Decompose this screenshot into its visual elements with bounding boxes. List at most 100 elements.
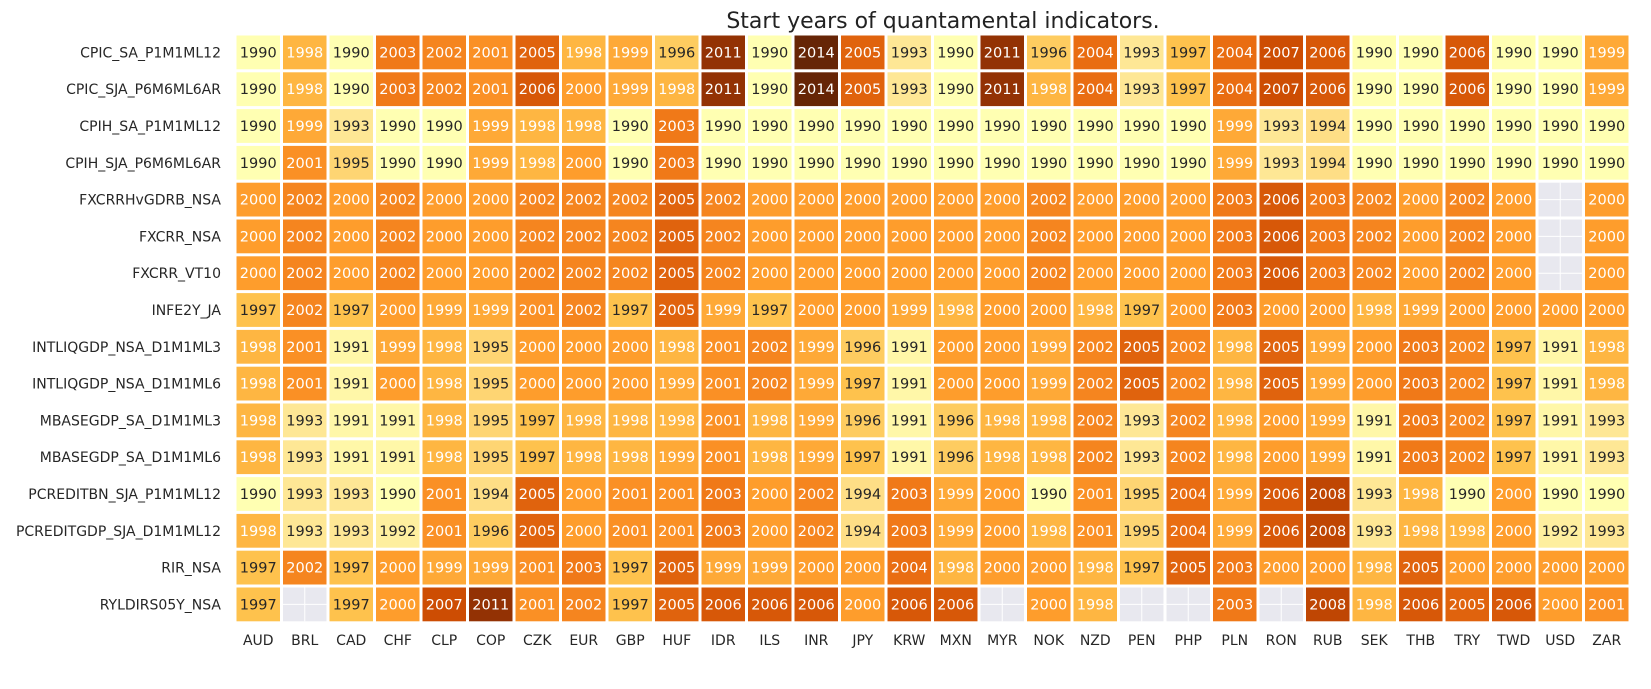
heatmap-cell xyxy=(1120,256,1164,291)
cell-value: 1998 xyxy=(565,119,602,135)
cell-value: 1999 xyxy=(705,303,742,319)
heatmap-cell xyxy=(841,513,885,548)
column-label: ILS xyxy=(759,633,780,649)
heatmap-cell xyxy=(1585,219,1629,254)
heatmap-cell xyxy=(748,219,792,254)
heatmap-cell xyxy=(283,35,327,70)
heatmap-cell xyxy=(1399,366,1443,401)
heatmap-cell xyxy=(608,145,652,180)
cell-value: 2002 xyxy=(1077,413,1114,429)
heatmap-cell xyxy=(1073,109,1117,143)
heatmap-cell xyxy=(1585,35,1629,70)
heatmap-cell xyxy=(655,587,699,622)
cell-value: 2002 xyxy=(519,229,556,245)
heatmap-cell xyxy=(562,109,606,143)
heatmap-cell xyxy=(283,440,327,475)
heatmap-cell xyxy=(283,72,327,107)
cell-value: 1990 xyxy=(1030,156,1067,172)
cell-value: 2011 xyxy=(472,597,509,613)
cell-value: 2000 xyxy=(1356,340,1393,356)
heatmap-cell xyxy=(515,329,559,364)
heatmap-cell xyxy=(1306,72,1350,107)
heatmap-cell xyxy=(655,477,699,511)
cell-value: 2000 xyxy=(1495,229,1532,245)
heatmap-cell xyxy=(236,35,280,70)
cell-value: 2002 xyxy=(1449,413,1486,429)
heatmap-cell xyxy=(469,513,513,548)
heatmap-cell xyxy=(1352,477,1396,511)
cell-value: 1999 xyxy=(426,561,463,577)
cell-value: 2006 xyxy=(1263,266,1300,282)
heatmap-cell xyxy=(748,145,792,180)
heatmap-cell xyxy=(329,513,373,548)
cell-value: 2005 xyxy=(519,524,556,540)
cell-value: 1998 xyxy=(612,413,649,429)
cell-value: 2006 xyxy=(1402,597,1439,613)
cell-value: 1990 xyxy=(1542,119,1579,135)
cell-value: 2004 xyxy=(1170,524,1207,540)
heatmap-cell xyxy=(283,403,327,438)
cell-value: 1998 xyxy=(751,413,788,429)
heatmap-cell xyxy=(236,72,280,107)
cell-value: 1997 xyxy=(1170,82,1207,98)
cell-value: 1999 xyxy=(1030,377,1067,393)
heatmap-cell xyxy=(980,403,1024,438)
cell-value: 2000 xyxy=(1030,597,1067,613)
heatmap-cell xyxy=(1120,145,1164,180)
heatmap-cell xyxy=(608,550,652,585)
cell-value: 2002 xyxy=(705,229,742,245)
cell-value: 1990 xyxy=(379,119,416,135)
cell-value: 2000 xyxy=(1123,229,1160,245)
cell-value: 2000 xyxy=(1402,193,1439,209)
heatmap-cell xyxy=(329,145,373,180)
heatmap-cell xyxy=(1120,109,1164,143)
cell-value: 2000 xyxy=(937,377,974,393)
cell-value: 1990 xyxy=(379,156,416,172)
cell-value: 1990 xyxy=(379,487,416,503)
heatmap-cell xyxy=(608,513,652,548)
heatmap-cell xyxy=(748,329,792,364)
cell-value: 2000 xyxy=(1170,193,1207,209)
cell-value: 1997 xyxy=(1495,450,1532,466)
heatmap-cell xyxy=(236,182,280,217)
heatmap-cell xyxy=(376,587,420,622)
heatmap-cell xyxy=(841,145,885,180)
heatmap-cell xyxy=(1213,587,1257,622)
heatmap-cell xyxy=(1352,513,1396,548)
cell-value: 2000 xyxy=(472,266,509,282)
cell-value: 2000 xyxy=(1170,303,1207,319)
heatmap-cell xyxy=(469,72,513,107)
heatmap-cell xyxy=(1120,403,1164,438)
heatmap-cell-missing xyxy=(1259,587,1303,622)
heatmap-cell xyxy=(1492,72,1536,107)
heatmap-cell xyxy=(1399,145,1443,180)
heatmap-cell xyxy=(701,366,745,401)
heatmap-cell xyxy=(1585,293,1629,327)
cell-value: 2000 xyxy=(984,193,1021,209)
heatmap-cell xyxy=(1352,293,1396,327)
heatmap-cell xyxy=(1213,219,1257,254)
heatmap-cell xyxy=(1492,293,1536,327)
cell-value: 2001 xyxy=(658,487,695,503)
cell-value: 1991 xyxy=(379,450,416,466)
cell-value: 2006 xyxy=(1449,45,1486,61)
cell-value: 1999 xyxy=(798,450,835,466)
heatmap-cell xyxy=(1259,293,1303,327)
heatmap-cell xyxy=(1399,403,1443,438)
cell-value: 2002 xyxy=(1449,450,1486,466)
cell-value: 2001 xyxy=(612,487,649,503)
heatmap-cell xyxy=(376,72,420,107)
cell-value: 2000 xyxy=(844,561,881,577)
cell-value: 2006 xyxy=(891,597,928,613)
cell-value: 2000 xyxy=(379,303,416,319)
cell-value: 1997 xyxy=(1495,377,1532,393)
heatmap-cell xyxy=(562,219,606,254)
cell-value: 2000 xyxy=(1588,561,1625,577)
heatmap-cell xyxy=(1445,366,1489,401)
cell-value: 1990 xyxy=(1123,156,1160,172)
heatmap-cell xyxy=(1213,35,1257,70)
heatmap-cell xyxy=(841,256,885,291)
heatmap-cell xyxy=(1492,366,1536,401)
heatmap-cell xyxy=(1027,72,1071,107)
heatmap-cell xyxy=(1213,366,1257,401)
